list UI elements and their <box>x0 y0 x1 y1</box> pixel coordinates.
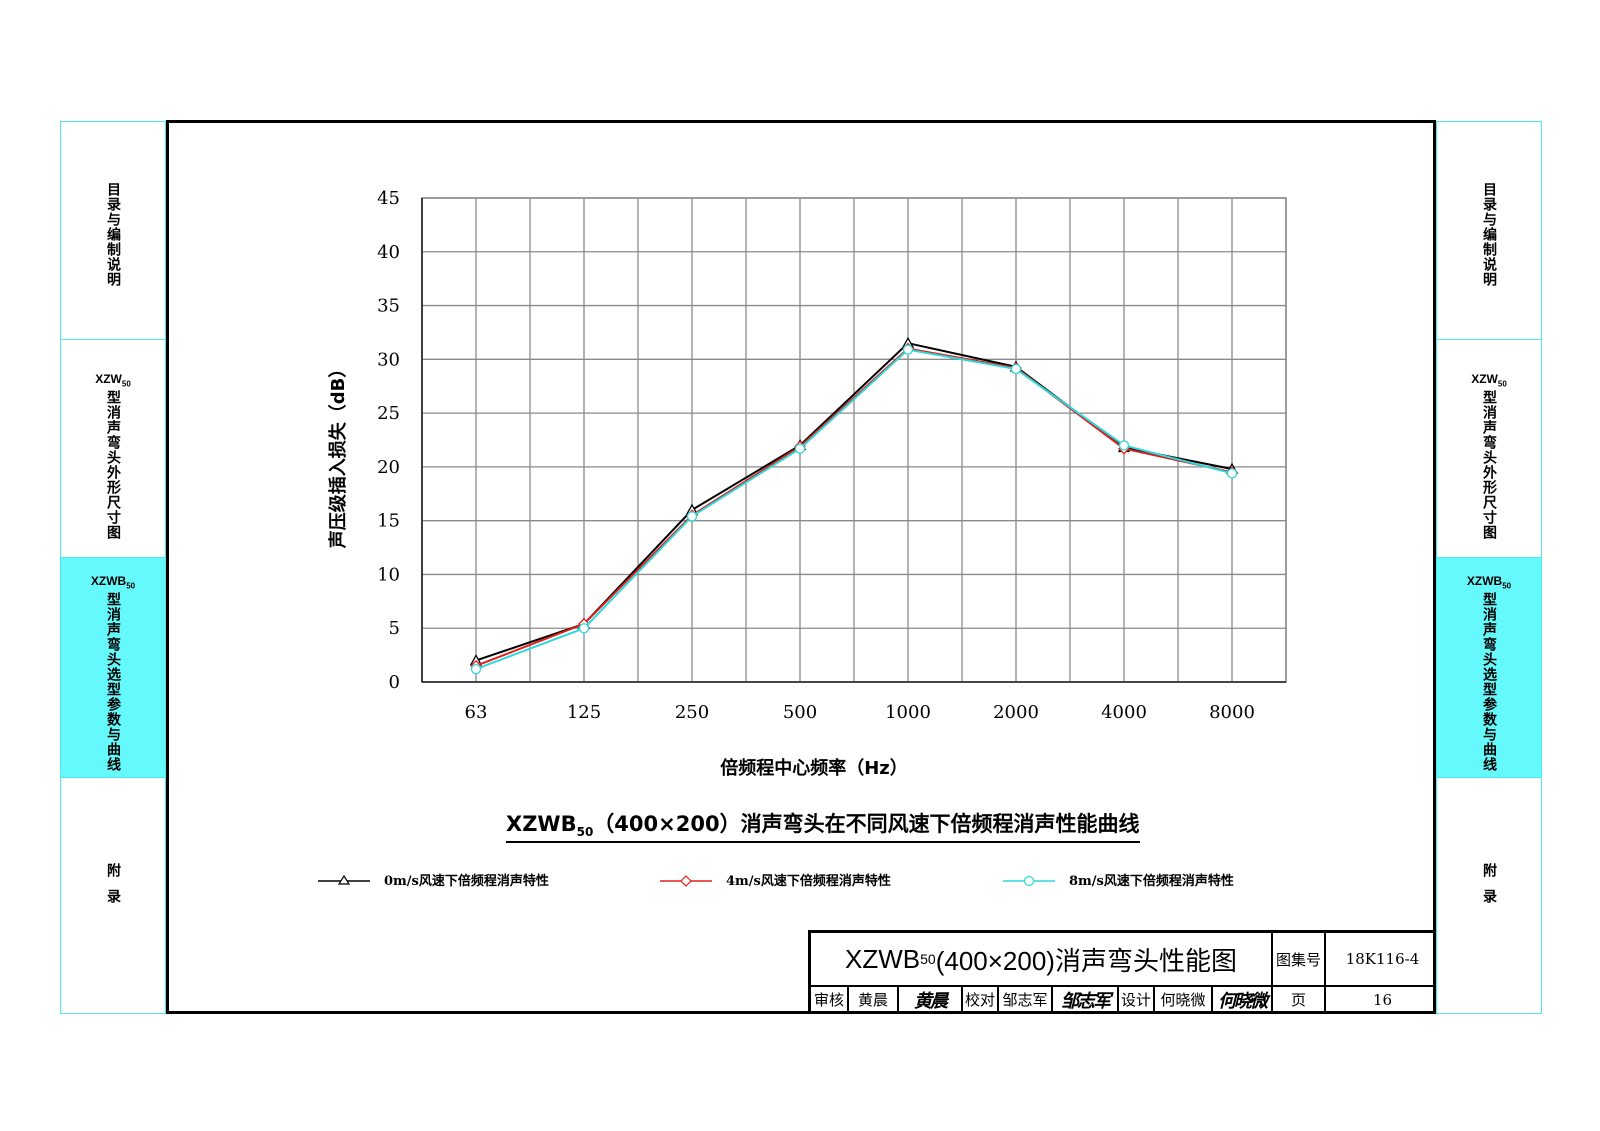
designer-signature: 何晓微 <box>1211 985 1271 1014</box>
y-tick-label: 35 <box>377 296 400 317</box>
side-tab-code: XZW50 <box>1471 372 1507 389</box>
title-block-row-name: XZWB 50 (400×200)消声弯头性能图 图集号 18K116-4 <box>811 933 1436 987</box>
circle-marker-icon <box>1003 875 1055 886</box>
x-tick-label: 500 <box>783 702 817 723</box>
diamond-marker-icon <box>660 874 712 887</box>
y-tick-label: 25 <box>377 403 400 424</box>
checker-name: 邹志军 <box>997 985 1051 1014</box>
x-tick-label: 125 <box>567 702 601 723</box>
chart-title: XZWB50（400×200）消声弯头在不同风速下倍频程消声性能曲线 <box>506 808 1140 844</box>
data-point <box>470 663 482 675</box>
page-number: 16 <box>1324 985 1439 1014</box>
data-point <box>1118 440 1130 451</box>
x-tick-label: 2000 <box>993 702 1039 723</box>
x-axis-label: 倍频程中心频率（Hz） <box>720 757 908 779</box>
y-tick-label: 10 <box>377 564 400 585</box>
data-point <box>1226 468 1238 479</box>
y-tick-labels: 0 5 10 15 20 25 30 35 40 45 <box>377 188 400 693</box>
data-point <box>902 344 914 355</box>
y-tick-label: 0 <box>389 672 400 693</box>
legend-item-4ms: 4m/s风速下倍频程消声特性 <box>660 870 891 889</box>
side-tab-label: 目录与编制说明 <box>1481 182 1497 287</box>
x-tick-label: 63 <box>465 702 488 723</box>
x-tick-label: 4000 <box>1101 702 1147 723</box>
chart-series <box>469 336 1239 675</box>
legend-label: 8m/s风速下倍频程消声特性 <box>1069 874 1234 889</box>
data-point <box>578 623 590 634</box>
side-tab-appendix[interactable]: 附录 <box>1437 778 1541 1015</box>
side-tab-label: 型消声弯头选型参数与曲线 <box>105 592 121 773</box>
y-tick-label: 20 <box>377 457 400 478</box>
atlas-label: 图集号 <box>1271 933 1324 985</box>
x-tick-label: 1000 <box>885 702 931 723</box>
page-label: 页 <box>1271 985 1324 1014</box>
data-point <box>1010 363 1022 375</box>
atlas-number: 18K116-4 <box>1324 933 1439 985</box>
side-tab-selection-curves[interactable]: XZWB50 型消声弯头选型参数与曲线 <box>1437 558 1541 778</box>
side-tab-dimensions[interactable]: XZW50 型消声弯头外形尺寸图 <box>61 340 165 558</box>
legend-label: 0m/s风速下倍频程消声特性 <box>384 874 549 889</box>
side-tab-selection-curves[interactable]: XZWB50 型消声弯头选型参数与曲线 <box>61 558 165 778</box>
check-label: 校对 <box>961 985 997 1014</box>
side-tab-label: 型消声弯头选型参数与曲线 <box>1481 592 1497 773</box>
side-tab-contents[interactable]: 目录与编制说明 <box>1437 122 1541 340</box>
title-block: XZWB 50 (400×200)消声弯头性能图 图集号 18K116-4 审核 黄… <box>808 930 1436 1014</box>
drawing-frame <box>166 120 1436 1014</box>
data-point <box>686 511 698 522</box>
right-side-tabs: 目录与编制说明 XZW50 型消声弯头外形尺寸图 XZWB50 型消声弯头选型参… <box>1436 121 1542 1014</box>
side-tab-appendix[interactable]: 附录 <box>61 778 165 1015</box>
designer-name: 何晓微 <box>1153 985 1211 1014</box>
y-tick-label: 30 <box>377 349 400 370</box>
y-axis-label: 声压级插入损失（dB） <box>327 360 349 550</box>
side-tab-code: XZW50 <box>95 372 131 389</box>
legend-label: 4m/s风速下倍频程消声特性 <box>726 874 891 889</box>
side-tab-label: 附录 <box>105 863 121 915</box>
title-block-row-signatures: 审核 黄晨 黄晨 校对 邹志军 邹志军 设计 何晓微 何晓微 页 16 <box>811 985 1436 1014</box>
y-tick-label: 5 <box>389 618 400 639</box>
review-label: 审核 <box>813 991 844 1009</box>
side-tab-dimensions[interactable]: XZW50 型消声弯头外形尺寸图 <box>1437 340 1541 558</box>
y-tick-label: 45 <box>377 188 400 209</box>
legend-item-8ms: 8m/s风速下倍频程消声特性 <box>1003 870 1234 889</box>
side-tab-contents[interactable]: 目录与编制说明 <box>61 122 165 340</box>
drawing-name: XZWB 50 (400×200)消声弯头性能图 <box>845 943 1237 976</box>
design-label: 设计 <box>1117 985 1153 1014</box>
x-tick-labels: 63 125 250 500 1000 2000 4000 8000 <box>465 702 1255 723</box>
side-tab-code: XZWB50 <box>1466 574 1512 591</box>
checker-signature: 邹志军 <box>1051 985 1117 1014</box>
legend-item-0ms: 0m/s风速下倍频程消声特性 <box>318 870 549 889</box>
reviewer-signature: 黄晨 <box>897 985 961 1014</box>
side-tab-label: 型消声弯头外形尺寸图 <box>1481 390 1497 541</box>
data-point <box>794 443 806 454</box>
chart-grid <box>421 197 1287 683</box>
series-2 <box>470 344 1238 675</box>
left-side-tabs: 目录与编制说明 XZW50 型消声弯头外形尺寸图 XZWB50 型消声弯头选型参… <box>60 121 166 1014</box>
x-tick-label: 250 <box>675 702 709 723</box>
side-tab-code: XZWB50 <box>90 574 136 591</box>
side-tab-label: 目录与编制说明 <box>105 182 121 287</box>
series-line <box>475 347 1233 667</box>
reviewer-name: 黄晨 <box>847 985 897 1014</box>
triangle-marker-icon <box>318 874 370 885</box>
side-tab-label: 附录 <box>1481 863 1497 915</box>
side-tab-label: 型消声弯头外形尺寸图 <box>105 390 121 541</box>
y-tick-label: 40 <box>377 242 400 263</box>
y-tick-label: 15 <box>377 511 400 532</box>
series-line <box>475 348 1233 671</box>
x-tick-label: 8000 <box>1209 702 1255 723</box>
